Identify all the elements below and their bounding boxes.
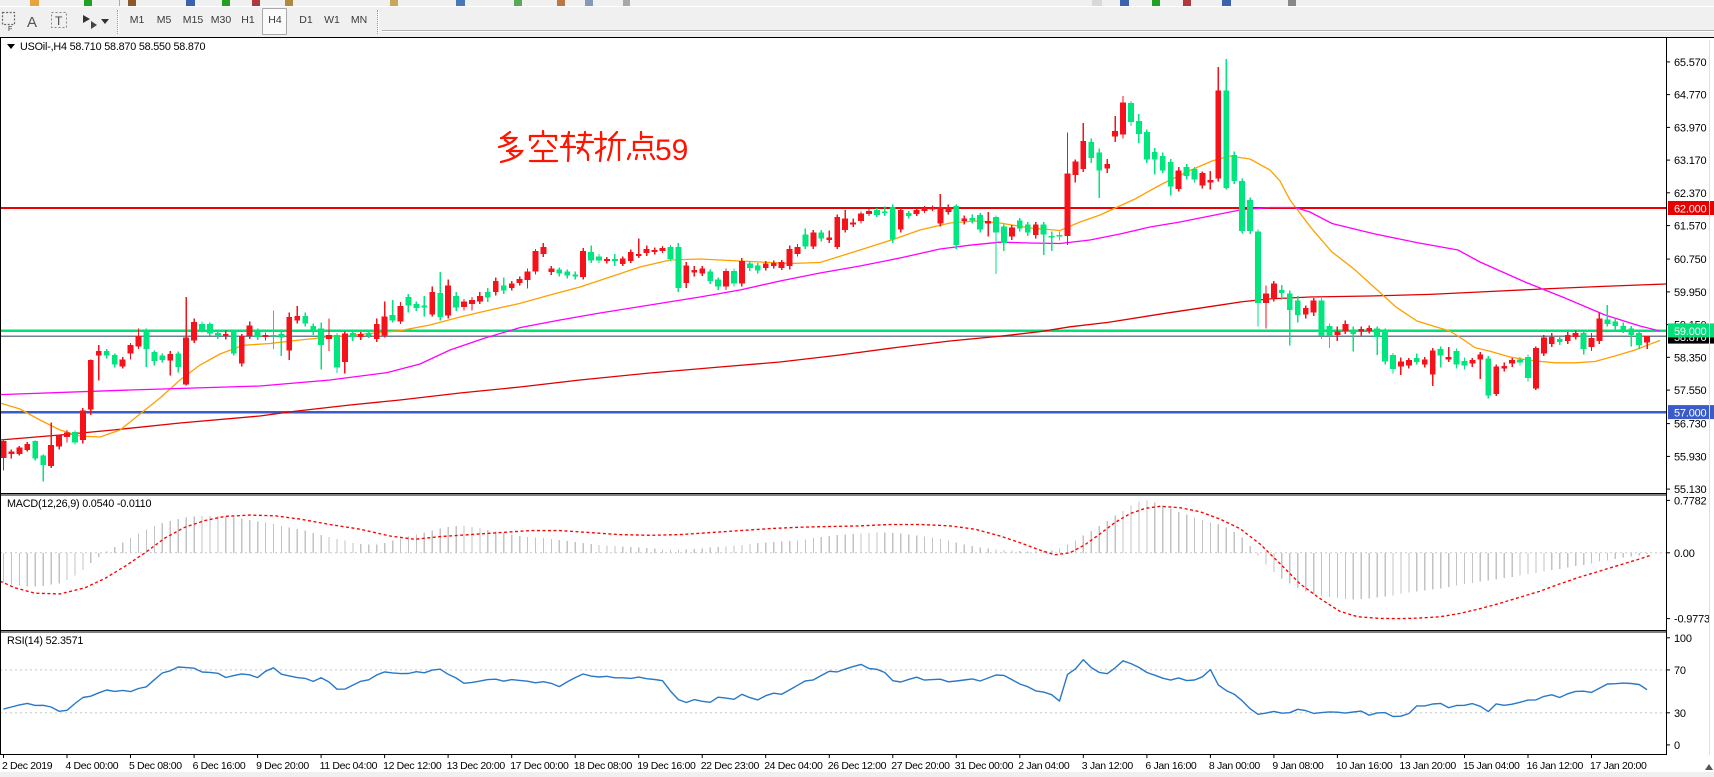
svg-text:11 Dec 04:00: 11 Dec 04:00 <box>320 760 378 772</box>
svg-text:0.7782: 0.7782 <box>1674 495 1707 507</box>
svg-text:2 Jan 04:00: 2 Jan 04:00 <box>1018 760 1070 772</box>
svg-text:17 Dec 00:00: 17 Dec 00:00 <box>510 760 569 772</box>
svg-text:0.00: 0.00 <box>1674 548 1695 560</box>
svg-text:57.550: 57.550 <box>1674 385 1707 397</box>
svg-text:A: A <box>27 14 37 31</box>
svg-text:63.970: 63.970 <box>1674 122 1707 134</box>
svg-text:70: 70 <box>1674 665 1686 677</box>
svg-text:59.000: 59.000 <box>1674 326 1707 338</box>
svg-text:60.750: 60.750 <box>1674 254 1707 266</box>
svg-text:59.950: 59.950 <box>1674 287 1707 299</box>
svg-text:57.000: 57.000 <box>1674 408 1707 420</box>
svg-text:T: T <box>55 14 63 28</box>
svg-text:0: 0 <box>1674 740 1680 752</box>
svg-text:58.350: 58.350 <box>1674 352 1707 364</box>
svg-text:56.730: 56.730 <box>1674 419 1707 431</box>
svg-text:59: 59 <box>655 134 688 167</box>
svg-text:61.570: 61.570 <box>1674 221 1707 233</box>
svg-text:9 Jan 08:00: 9 Jan 08:00 <box>1272 760 1324 772</box>
svg-text:3 Jan 12:00: 3 Jan 12:00 <box>1082 760 1134 772</box>
svg-text:6 Jan 16:00: 6 Jan 16:00 <box>1145 760 1197 772</box>
svg-text:MACD(12,26,9) 0.0540 -0.0110: MACD(12,26,9) 0.0540 -0.0110 <box>7 498 151 510</box>
svg-text:31 Dec 00:00: 31 Dec 00:00 <box>955 760 1014 772</box>
svg-text:2 Dec 2019: 2 Dec 2019 <box>2 760 53 772</box>
svg-text:100: 100 <box>1674 633 1692 645</box>
svg-text:64.770: 64.770 <box>1674 90 1707 102</box>
svg-text:62.000: 62.000 <box>1674 204 1707 216</box>
svg-text:18 Dec 08:00: 18 Dec 08:00 <box>574 760 633 772</box>
svg-text:USOil-,H4 58.710 58.870 58.55: USOil-,H4 58.710 58.870 58.550 58.870 <box>20 41 205 53</box>
svg-text:63.170: 63.170 <box>1674 155 1707 167</box>
svg-text:6 Dec 16:00: 6 Dec 16:00 <box>193 760 246 772</box>
svg-text:55.130: 55.130 <box>1674 484 1707 496</box>
svg-text:13 Dec 20:00: 13 Dec 20:00 <box>447 760 506 772</box>
svg-text:8 Jan 00:00: 8 Jan 00:00 <box>1209 760 1261 772</box>
svg-text:26 Dec 12:00: 26 Dec 12:00 <box>828 760 887 772</box>
svg-text:55.930: 55.930 <box>1674 451 1707 463</box>
svg-text:10 Jan 16:00: 10 Jan 16:00 <box>1336 760 1393 772</box>
svg-text:22 Dec 23:00: 22 Dec 23:00 <box>701 760 760 772</box>
svg-text:RSI(14) 52.3571: RSI(14) 52.3571 <box>7 635 83 647</box>
svg-text:13 Jan 20:00: 13 Jan 20:00 <box>1399 760 1456 772</box>
svg-text:62.370: 62.370 <box>1674 188 1707 200</box>
svg-text:24 Dec 04:00: 24 Dec 04:00 <box>764 760 823 772</box>
svg-text:65.570: 65.570 <box>1674 57 1707 69</box>
svg-text:5 Dec 08:00: 5 Dec 08:00 <box>129 760 182 772</box>
svg-text:16 Jan 12:00: 16 Jan 12:00 <box>1527 760 1584 772</box>
svg-text:F: F <box>8 26 12 33</box>
svg-text:30: 30 <box>1674 708 1686 720</box>
svg-text:-0.9773: -0.9773 <box>1674 614 1710 626</box>
svg-text:27 Dec 20:00: 27 Dec 20:00 <box>891 760 950 772</box>
svg-text:19 Dec 16:00: 19 Dec 16:00 <box>637 760 696 772</box>
svg-text:17 Jan 20:00: 17 Jan 20:00 <box>1590 760 1647 772</box>
svg-text:15 Jan 04:00: 15 Jan 04:00 <box>1463 760 1520 772</box>
svg-text:12 Dec 12:00: 12 Dec 12:00 <box>383 760 442 772</box>
svg-text:4 Dec 00:00: 4 Dec 00:00 <box>66 760 119 772</box>
svg-text:9 Dec 20:00: 9 Dec 20:00 <box>256 760 309 772</box>
